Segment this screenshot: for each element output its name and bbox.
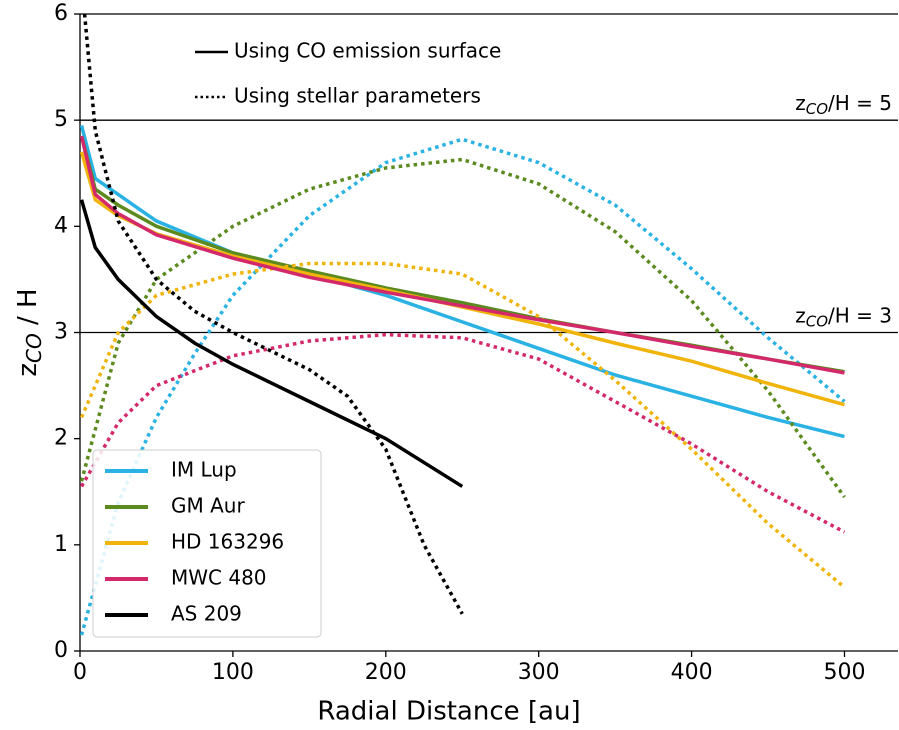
- style-legend-label: Using stellar parameters: [234, 84, 481, 108]
- y-tick-label: 2: [54, 426, 68, 451]
- stellar-line: [80, 261, 846, 589]
- style-legend-label: Using CO emission surface: [234, 39, 501, 63]
- legend-box: [92, 449, 322, 638]
- emission-line: [80, 135, 845, 375]
- x-tick-label: 300: [518, 660, 560, 685]
- legend-label: AS 209: [171, 602, 242, 626]
- label-suffix: / H: [13, 288, 43, 333]
- emission-line: [80, 199, 464, 488]
- label-main: z: [795, 91, 806, 115]
- legend-label: MWC 480: [171, 566, 267, 590]
- y-axis-label: zCO / H: [13, 288, 46, 376]
- legend-label: HD 163296: [171, 530, 284, 554]
- x-axis-label: Radial Distance [au]: [317, 697, 580, 727]
- x-tick-label: 500: [823, 660, 865, 685]
- label-suffix: /H = 5: [828, 91, 892, 115]
- label-main: z: [13, 363, 43, 377]
- stellar-line: [80, 137, 846, 636]
- x-tick-label: 0: [73, 660, 87, 685]
- label-main: z: [795, 303, 806, 327]
- reference-label: zCO/H = 3: [795, 303, 892, 330]
- reference-label: zCO/H = 5: [795, 91, 892, 118]
- label-sub: CO: [22, 333, 46, 363]
- label-sub: CO: [806, 100, 828, 118]
- x-tick-label: 200: [365, 660, 407, 685]
- stellar-line: [80, 157, 846, 499]
- x-tick-label: 100: [212, 660, 254, 685]
- y-tick-label: 1: [54, 532, 68, 557]
- y-tick-label: 3: [54, 320, 68, 345]
- y-tick-label: 4: [54, 213, 68, 238]
- y-tick-label: 5: [54, 107, 68, 132]
- x-tick-label: 400: [671, 660, 713, 685]
- label-sub: CO: [806, 312, 828, 330]
- legend-label: IM Lup: [171, 458, 237, 482]
- y-tick-label: 0: [54, 638, 68, 663]
- label-suffix: /H = 3: [828, 303, 892, 327]
- legend-label: GM Aur: [171, 494, 245, 518]
- emission-line: [80, 151, 845, 407]
- emission-line: [80, 125, 845, 439]
- y-tick-label: 6: [54, 1, 68, 26]
